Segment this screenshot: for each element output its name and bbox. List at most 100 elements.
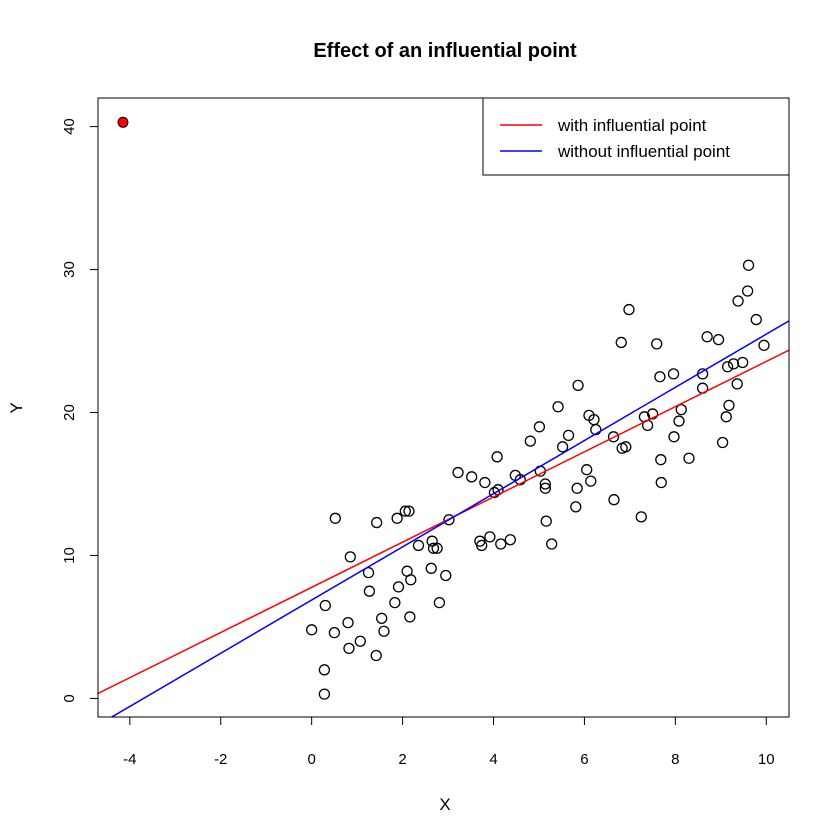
data-point xyxy=(354,635,366,647)
data-point xyxy=(539,478,551,490)
data-point xyxy=(539,482,551,494)
data-point xyxy=(466,471,478,483)
data-point xyxy=(427,542,440,554)
y-tick-label: 0 xyxy=(61,694,78,702)
regression-lines xyxy=(98,320,789,717)
data-point xyxy=(412,539,425,552)
data-point xyxy=(328,627,341,639)
data-point xyxy=(452,466,464,479)
data-point xyxy=(370,649,382,662)
data-point xyxy=(615,336,627,349)
data-point xyxy=(716,436,729,449)
data-point xyxy=(533,421,546,433)
data-point xyxy=(731,378,743,390)
regression-line-with xyxy=(98,349,789,695)
data-point xyxy=(673,415,685,427)
data-point xyxy=(585,475,597,487)
data-point xyxy=(741,285,754,297)
data-point xyxy=(742,259,755,271)
y-tick-label: 20 xyxy=(61,404,78,421)
data-point xyxy=(504,534,516,546)
data-point xyxy=(495,538,507,550)
data-point xyxy=(488,486,501,499)
data-point xyxy=(651,338,663,350)
data-point xyxy=(391,512,403,524)
data-point xyxy=(620,441,632,453)
data-point xyxy=(392,581,405,593)
data-point xyxy=(514,474,526,486)
data-point xyxy=(675,403,687,416)
x-tick-label: 8 xyxy=(671,751,679,768)
data-point xyxy=(443,514,455,526)
influential-point xyxy=(117,116,129,128)
x-tick-label: -2 xyxy=(214,751,227,768)
data-point xyxy=(371,516,383,529)
x-tick-label: 4 xyxy=(489,751,497,768)
data-point xyxy=(306,624,318,636)
data-point xyxy=(343,642,355,655)
data-point xyxy=(727,358,740,370)
data-point xyxy=(758,339,770,351)
data-point xyxy=(654,371,666,383)
regression-line-without xyxy=(110,320,789,717)
data-point xyxy=(405,574,417,586)
y-tick-label: 10 xyxy=(61,547,78,564)
data-point xyxy=(712,333,725,346)
data-point xyxy=(608,494,620,506)
data-point xyxy=(524,435,536,447)
data-point xyxy=(425,562,437,574)
data-point xyxy=(329,512,341,524)
data-point xyxy=(655,454,667,466)
y-tick-label: 30 xyxy=(61,261,78,278)
data-point xyxy=(683,452,695,464)
data-point xyxy=(399,505,411,517)
data-point xyxy=(546,538,558,550)
data-point xyxy=(403,505,415,517)
legend-label-with: with influential point xyxy=(557,116,707,135)
data-point xyxy=(570,501,582,513)
data-point xyxy=(540,515,552,527)
data-point xyxy=(389,596,401,609)
data-point xyxy=(635,511,647,523)
x-axis-label: X xyxy=(439,795,450,814)
data-point xyxy=(318,664,331,676)
data-point xyxy=(376,612,388,625)
data-point xyxy=(736,356,749,369)
data-point xyxy=(572,379,584,391)
data-point xyxy=(342,616,354,629)
data-point xyxy=(484,531,496,543)
data-point xyxy=(721,361,734,373)
data-point xyxy=(378,625,390,637)
data-point xyxy=(668,431,680,443)
data-point xyxy=(476,539,488,552)
data-point xyxy=(479,476,491,489)
chart-title: Effect of an influential point xyxy=(313,40,577,62)
y-axis-label: Y xyxy=(7,402,26,413)
data-point xyxy=(623,303,635,316)
data-point xyxy=(655,476,667,489)
legend-label-without: without influential point xyxy=(557,142,730,161)
y-axis: 0 10 20 30 40 xyxy=(61,118,99,703)
data-point xyxy=(581,464,593,476)
data-point xyxy=(426,535,438,547)
x-tick-label: -4 xyxy=(123,751,136,768)
data-point xyxy=(552,401,564,413)
data-point xyxy=(431,542,443,554)
data-point xyxy=(319,599,331,612)
data-point xyxy=(646,408,659,420)
data-point xyxy=(607,431,620,443)
data-point xyxy=(701,331,713,343)
data-point xyxy=(562,429,575,442)
legend-box xyxy=(482,97,790,176)
data-point xyxy=(750,313,762,326)
data-point xyxy=(318,688,331,700)
x-tick-label: 2 xyxy=(398,751,406,768)
x-tick-label: 6 xyxy=(580,751,588,768)
data-point xyxy=(363,585,376,597)
data-points xyxy=(117,116,770,700)
data-point xyxy=(732,295,744,307)
legend: with influential point without influenti… xyxy=(482,97,790,176)
data-point xyxy=(440,569,452,582)
x-tick-label: 0 xyxy=(307,751,315,768)
